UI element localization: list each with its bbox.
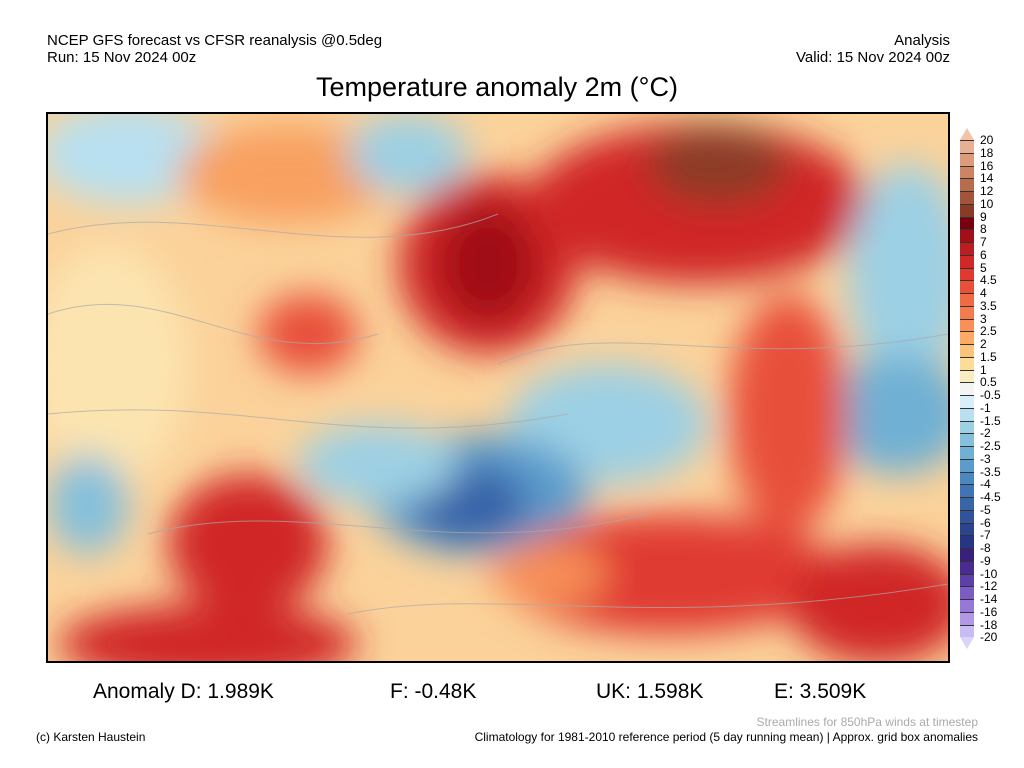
- colorbar-swatch: [960, 267, 974, 281]
- colorbar-label: 20: [980, 133, 994, 147]
- colorbar-label: -1: [980, 400, 991, 415]
- colorbar-label: -16: [980, 604, 998, 619]
- colorbar-swatch: [960, 203, 974, 217]
- colorbar-label: -2.5: [980, 439, 1001, 453]
- colorbar-label: -3: [980, 451, 991, 466]
- streamlines-note: Streamlines for 850hPa winds at timestep: [756, 715, 978, 729]
- colorbar-swatch: [960, 573, 974, 587]
- colorbar-label: -1.5: [980, 413, 1001, 428]
- colorbar-swatch: [960, 229, 974, 242]
- colorbar-label: 5: [980, 260, 987, 275]
- colorbar-bottom-arrow: [960, 637, 974, 650]
- colorbar-swatch: [960, 280, 974, 293]
- map-title: Temperature anomaly 2m (°C): [316, 72, 678, 102]
- colorbar-label: -9: [980, 553, 991, 568]
- colorbar-label: -18: [980, 617, 998, 632]
- colorbar-swatch: [960, 382, 974, 395]
- colorbar-swatch: [960, 178, 974, 191]
- colorbar-label: -0.5: [980, 388, 1001, 402]
- temperature-anomaly-map: [46, 112, 950, 663]
- colorbar-label: 3.5: [980, 298, 997, 313]
- colorbar-label: 10: [980, 196, 994, 211]
- colorbar-label: -7: [980, 528, 991, 543]
- colorbar-swatch: [960, 293, 974, 306]
- colorbar-label: 16: [980, 158, 994, 173]
- colorbar-swatch: [960, 140, 974, 153]
- colorbar-label: -4: [980, 477, 991, 492]
- colorbar-swatch: [960, 446, 974, 459]
- colorbar-label: 2.5: [980, 324, 997, 339]
- colorbar-swatch: [960, 522, 974, 536]
- colorbar-swatch: [960, 560, 974, 574]
- colorbar-label: 3: [980, 311, 987, 326]
- colorbar-swatch: [960, 509, 974, 523]
- colorbar-label: 12: [980, 184, 994, 198]
- colorbar-label: 1.5: [980, 349, 997, 364]
- anomaly-uk: UK: 1.598K: [596, 680, 704, 703]
- colorbar-swatch: [960, 497, 974, 510]
- colorbar-label: 4.5: [980, 273, 997, 288]
- colorbar-label: 9: [980, 209, 987, 224]
- colorbar-label: 2: [980, 337, 987, 351]
- colorbar-label: -20: [980, 630, 998, 645]
- colorbar-swatch: [960, 471, 974, 485]
- colorbar-swatch: [960, 599, 974, 612]
- colorbar-label: 14: [980, 171, 994, 186]
- colorbar-swatch: [960, 216, 974, 230]
- colorbar-swatch: [960, 254, 974, 268]
- colorbar-label: -8: [980, 541, 991, 555]
- colorbar-label: 18: [980, 145, 994, 160]
- colorbar-label: -3.5: [980, 464, 1001, 479]
- credit: (c) Karsten Haustein: [36, 730, 146, 744]
- colorbar-swatch: [960, 433, 974, 446]
- colorbar-label: -5: [980, 502, 991, 517]
- anomaly-germany: Anomaly D: 1.989K: [93, 680, 274, 703]
- colorbar-swatch: [960, 191, 974, 204]
- colorbar-top-arrow: [960, 128, 974, 140]
- colorbar-label: 7: [980, 235, 987, 249]
- colorbar-label: -12: [980, 579, 998, 594]
- colorbar-swatch: [960, 611, 974, 625]
- colorbar-label: -6: [980, 515, 991, 530]
- colorbar-swatch: [960, 407, 974, 421]
- analysis-label: Analysis: [894, 32, 950, 49]
- colorbar-label: 8: [980, 222, 987, 237]
- colorbar-legend: 20 18 16 14 12 10 9 8 7 6 5 4.5 4 3.5 3 2.5 2 1.5 1 0.5 -0.5…: [958, 128, 1018, 652]
- colorbar-swatch: [960, 305, 974, 319]
- climatology-note: Climatology for 1981-2010 reference peri…: [474, 730, 978, 744]
- model-info: NCEP GFS forecast vs CFSR reanalysis @0.…: [47, 32, 383, 49]
- colorbar-label: 0.5: [980, 375, 997, 390]
- colorbar-swatch: [960, 318, 974, 332]
- colorbar-swatch: [960, 331, 974, 344]
- anomaly-france: F: -0.48K: [390, 680, 477, 703]
- colorbar-swatch: [960, 165, 974, 179]
- colorbar-swatch: [960, 484, 974, 497]
- colorbar-label: -2: [980, 426, 991, 441]
- colorbar-swatch: [960, 395, 974, 408]
- anomaly-europe: E: 3.509K: [774, 680, 867, 703]
- colorbar-swatch: [960, 344, 974, 357]
- colorbar-label: -14: [980, 592, 998, 606]
- colorbar-swatch: [960, 458, 974, 472]
- colorbar-swatch: [960, 242, 974, 255]
- colorbar-label: 1: [980, 362, 987, 377]
- colorbar-label: -4.5: [980, 490, 1001, 504]
- colorbar-label: -10: [980, 566, 998, 581]
- colorbar-label: 6: [980, 247, 987, 262]
- colorbar-swatch: [960, 535, 974, 548]
- colorbar-swatch: [960, 624, 974, 638]
- valid-time: Valid: 15 Nov 2024 00z: [796, 49, 950, 66]
- colorbar-swatch: [960, 420, 974, 434]
- colorbar-label: 4: [980, 286, 987, 300]
- colorbar-swatch: [960, 152, 974, 166]
- colorbar-swatch: [960, 369, 974, 383]
- colorbar-swatch: [960, 356, 974, 370]
- colorbar-swatch: [960, 586, 974, 599]
- run-time: Run: 15 Nov 2024 00z: [47, 49, 197, 66]
- colorbar-swatch: [960, 548, 974, 561]
